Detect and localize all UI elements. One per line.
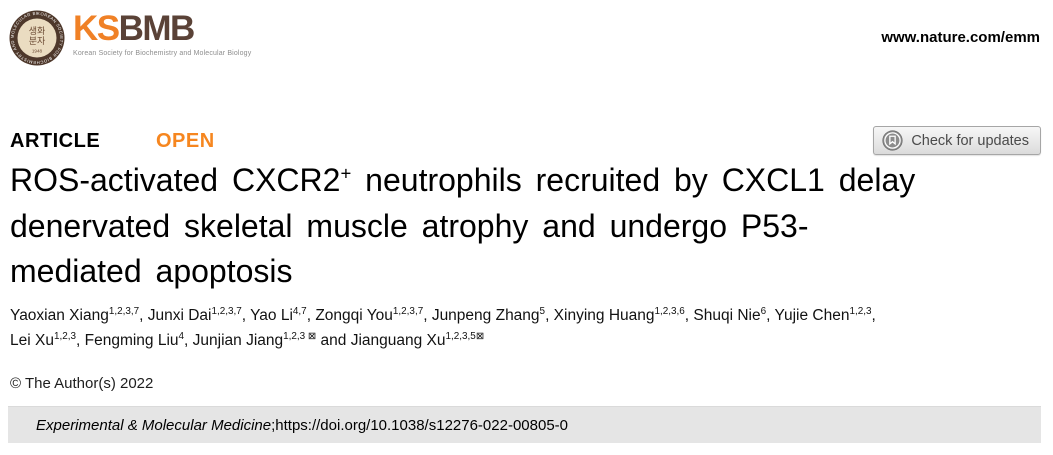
journal-url-link[interactable]: www.nature.com/emm	[881, 29, 1040, 46]
citation-separator: ;	[271, 416, 276, 434]
author-line-1: Yaoxian Xiang1,2,3,7, Junxi Dai1,2,3,7, …	[10, 305, 876, 324]
author-line-2: Lei Xu1,2,3, Fengming Liu4, Junjian Jian…	[10, 330, 485, 349]
ksbmb-acronym: KSBMB	[73, 10, 251, 48]
author-list: Yaoxian Xiang1,2,3,7, Junxi Dai1,2,3,7, …	[10, 303, 1045, 353]
open-access-label: OPEN	[156, 130, 215, 152]
ksbmb-subtitle: Korean Society for Biochemistry and Mole…	[73, 50, 252, 57]
title-line-3: mediated apoptosis	[10, 253, 293, 289]
ksbmb-seal-logo: KOREAN SOCIETY FOR BIOCHEMISTRY AND MOLE…	[8, 9, 65, 66]
citation-bar: Experimental & Molecular Medicine; https…	[8, 406, 1041, 443]
article-title: ROS-activated CXCR2+ neutrophils recruit…	[10, 158, 1045, 295]
doi-link[interactable]: https://doi.org/10.1038/s12276-022-00805…	[275, 416, 569, 434]
copyright-notice: © The Author(s) 2022	[10, 375, 154, 392]
title-line-1: ROS-activated CXCR2+ neutrophils recruit…	[10, 162, 916, 198]
ksbmb-wordmark: KSBMB Korean Society for Biochemistry an…	[73, 10, 252, 58]
seal-center-text-2: 분자	[29, 36, 46, 46]
journal-name: Experimental & Molecular Medicine	[36, 416, 272, 434]
check-for-updates-label: Check for updates	[911, 132, 1029, 149]
ksbmb-ks: KS	[73, 9, 120, 48]
crossmark-icon	[882, 130, 903, 151]
seal-center-text-1: 생화	[29, 26, 46, 36]
check-for-updates-button[interactable]: Check for updates	[873, 126, 1041, 155]
seal-year: 1948	[32, 49, 43, 54]
ksbmb-bmb: BMB	[118, 9, 196, 48]
article-type-label: ARTICLE	[10, 130, 101, 152]
title-line-2: denervated skeletal muscle atrophy and u…	[10, 207, 809, 244]
